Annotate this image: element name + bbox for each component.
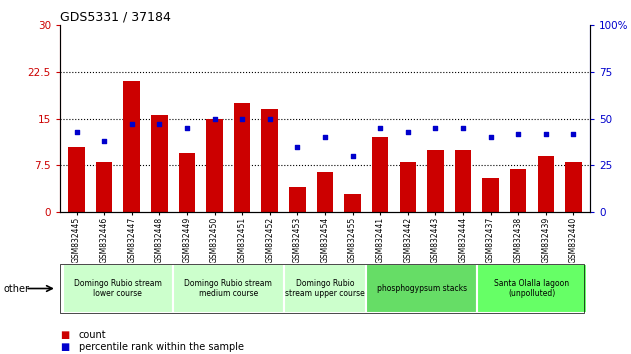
Bar (399, 162, 416, 212)
Bar (455, 150, 471, 212)
Point (154, 121, 164, 127)
Point (209, 116, 220, 121)
Point (541, 131, 551, 136)
Point (348, 153, 358, 159)
Point (237, 116, 247, 121)
Bar (317, 172, 333, 212)
Point (486, 135, 496, 140)
Bar (206, 119, 223, 212)
Bar (68, 147, 85, 212)
Point (182, 125, 192, 131)
Point (127, 121, 137, 127)
Text: phosphogypsum stacks: phosphogypsum stacks (377, 284, 467, 293)
Point (430, 125, 440, 131)
Point (513, 131, 523, 136)
Bar (62, 264, 173, 313)
Bar (477, 264, 587, 313)
Point (458, 125, 468, 131)
Bar (151, 115, 168, 212)
Point (71, 129, 81, 135)
Text: Domingo Rubio stream
medium course: Domingo Rubio stream medium course (184, 279, 273, 298)
Bar (367, 264, 477, 313)
Text: other: other (3, 284, 29, 293)
Bar (565, 162, 582, 212)
Point (264, 116, 274, 121)
Bar (427, 150, 444, 212)
Point (403, 129, 413, 135)
Point (99, 138, 109, 144)
Point (292, 144, 302, 149)
Bar (234, 103, 251, 212)
Text: Domingo Rubio
stream upper course: Domingo Rubio stream upper course (285, 279, 365, 298)
Bar (510, 169, 526, 212)
Bar (179, 153, 195, 212)
Bar (538, 156, 554, 212)
Text: count: count (79, 330, 107, 339)
Point (569, 131, 579, 136)
Bar (289, 187, 305, 212)
Text: Domingo Rubio stream
lower course: Domingo Rubio stream lower course (74, 279, 162, 298)
Bar (482, 178, 499, 212)
Text: percentile rank within the sample: percentile rank within the sample (79, 342, 244, 352)
Text: ■: ■ (60, 330, 69, 339)
Text: Santa Olalla lagoon
(unpolluted): Santa Olalla lagoon (unpolluted) (495, 279, 570, 298)
Bar (345, 194, 361, 212)
Point (320, 135, 330, 140)
Text: GDS5331 / 37184: GDS5331 / 37184 (60, 11, 171, 24)
Bar (124, 81, 140, 212)
Bar (96, 162, 112, 212)
Text: ■: ■ (60, 342, 69, 352)
Bar (283, 264, 367, 313)
Point (375, 125, 385, 131)
Bar (261, 109, 278, 212)
Bar (173, 264, 283, 313)
Bar (372, 137, 389, 212)
